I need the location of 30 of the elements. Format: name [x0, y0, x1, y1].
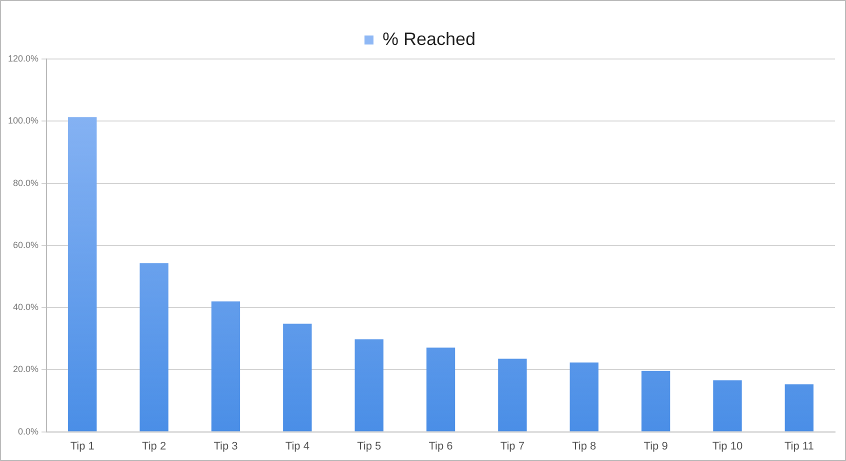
bar [283, 324, 312, 432]
bar [641, 370, 670, 432]
x-tick-label: Tip 7 [500, 440, 524, 452]
legend-label: % Reached [382, 28, 476, 49]
bar [211, 301, 240, 432]
x-tick-label: Tip 10 [712, 440, 743, 452]
bar [140, 263, 168, 432]
bar [354, 339, 384, 432]
x-tick-label: Tip 11 [784, 440, 814, 452]
bar [570, 362, 598, 432]
y-tick-label: 40.0% [12, 302, 39, 312]
x-tick-label: Tip 4 [285, 440, 310, 452]
y-tick-label: 80.0% [12, 178, 39, 188]
bar [426, 348, 456, 432]
x-tick-label: Tip 8 [572, 440, 596, 452]
bar [713, 380, 742, 432]
y-tick-label: 100.0% [8, 116, 39, 126]
x-tick-label: Tip 9 [644, 440, 668, 452]
y-tick-label: 60.0% [12, 240, 39, 250]
y-tick-label: 0.0% [18, 426, 39, 436]
y-tick-label: 120.0% [8, 53, 39, 64]
x-tick-label: Tip 5 [357, 440, 382, 452]
x-tick-label: Tip 3 [214, 440, 238, 452]
x-tick-label: Tip 2 [142, 440, 166, 452]
y-tick-label: 20.0% [12, 364, 39, 374]
x-tick-label: Tip 6 [428, 440, 453, 452]
x-tick-label: Tip 1 [70, 440, 94, 452]
bar [784, 384, 814, 432]
bar [68, 117, 97, 432]
bar [498, 358, 527, 432]
